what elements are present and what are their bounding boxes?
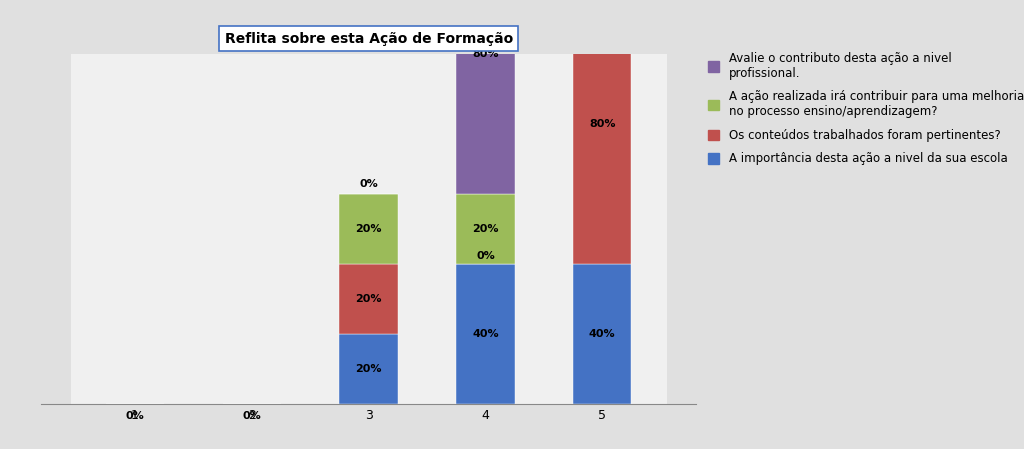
Text: 40%: 40% [472,329,499,339]
Bar [304,54,433,404]
Text: 0%: 0% [476,251,495,260]
Bar [339,334,398,404]
Text: 20%: 20% [355,294,382,304]
Text: 0%: 0% [359,179,378,189]
Bar [457,0,515,194]
Text: 20%: 20% [355,364,382,374]
Bar [573,0,632,264]
Bar [339,194,398,264]
Text: 0%: 0% [243,411,261,421]
Bar [457,264,515,404]
Text: 0%: 0% [126,411,144,421]
Bar [339,264,398,334]
Bar [538,54,667,404]
Text: 40%: 40% [589,329,615,339]
Text: 80%: 80% [472,49,499,59]
Bar [573,264,632,404]
Bar [187,54,316,404]
Bar [71,54,200,404]
Text: 80%: 80% [589,119,615,129]
Bar [421,54,550,404]
Bar [457,194,515,264]
Text: 20%: 20% [355,224,382,234]
Text: 20%: 20% [472,224,499,234]
Legend: Avalie o contributo desta ação a nivel
profissional., A ação realizada irá contr: Avalie o contributo desta ação a nivel p… [702,47,1024,170]
Title: Reflita sobre esta Ação de Formação: Reflita sobre esta Ação de Formação [224,32,513,46]
